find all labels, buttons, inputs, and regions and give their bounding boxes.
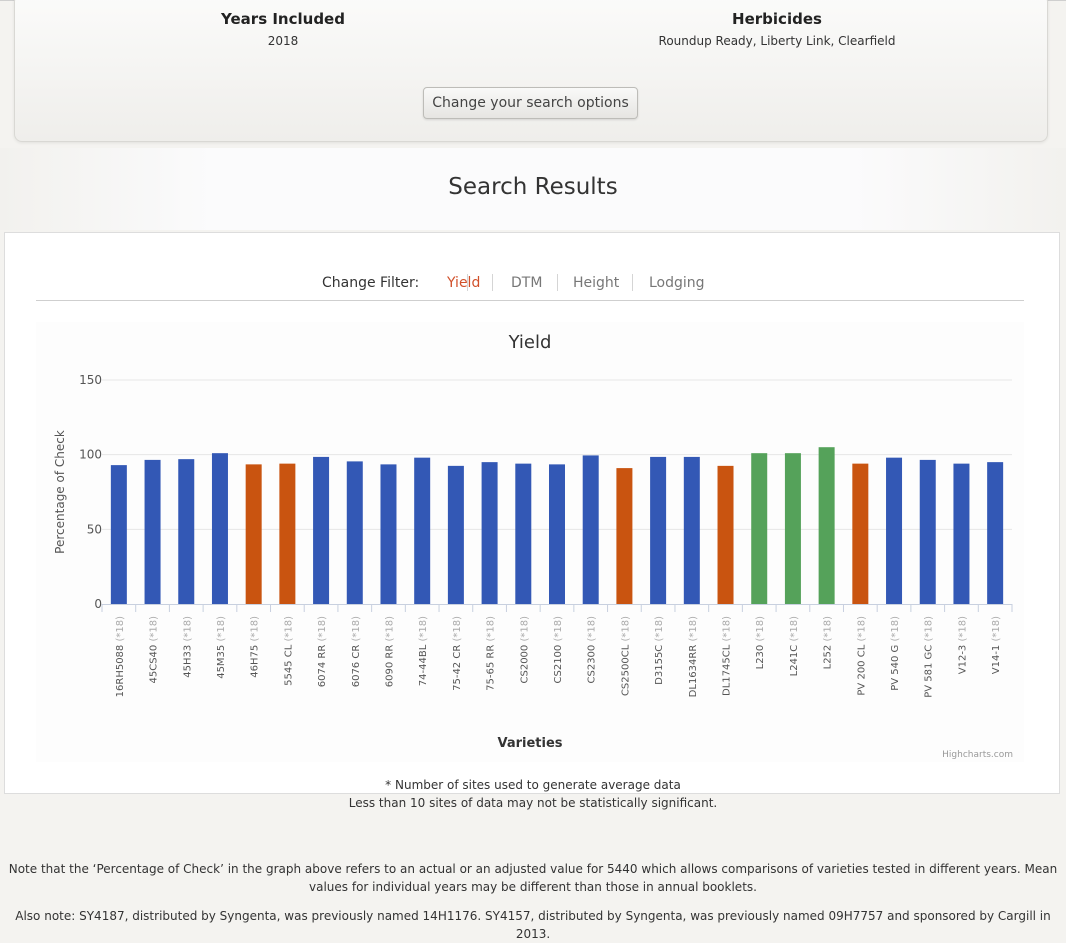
results-header-band xyxy=(0,148,1066,230)
bar xyxy=(515,463,532,604)
bar xyxy=(178,459,195,604)
search-results-title: Search Results xyxy=(448,174,618,200)
x-tick-label: PV 200 CL (*18) xyxy=(856,616,867,696)
bar xyxy=(414,457,431,604)
tab-lodging[interactable]: Lodging xyxy=(649,275,705,291)
bar xyxy=(852,463,869,604)
x-tick-label: 6074 RR (*18) xyxy=(317,616,328,687)
tab-dtm[interactable]: DTM xyxy=(511,275,543,291)
filter-bar: Change Filter: Yield DTM Height Lodging xyxy=(36,272,1024,301)
x-tick-label: V12-3 (*18) xyxy=(957,616,968,674)
filter-separator xyxy=(467,274,468,291)
filter-separator xyxy=(632,274,633,291)
x-axis-label: Varieties xyxy=(497,736,562,751)
bar xyxy=(683,456,700,604)
x-tick-label: 45M35 (*18) xyxy=(216,616,227,679)
bar xyxy=(549,464,565,604)
x-tick-label: DL1634RR (*18) xyxy=(688,616,699,697)
x-tick-label: 75-42 CR (*18) xyxy=(452,616,463,691)
x-tick-label: CS2300 (*18) xyxy=(587,616,598,684)
x-tick-label: D3155C (*18) xyxy=(654,616,665,685)
x-tick-label: 5545 CL (*18) xyxy=(283,616,294,686)
check-note-line2: values for individual years may be diffe… xyxy=(309,880,757,894)
bar xyxy=(279,463,296,604)
also-note: Also note: SY4187, distributed by Syngen… xyxy=(15,909,1051,941)
highcharts-credit: Highcharts.com xyxy=(942,750,1013,760)
x-tick-label: CS2000 (*18) xyxy=(519,616,530,684)
x-tick-label: 6076 CR (*18) xyxy=(351,616,362,687)
herbicides-value: Roundup Ready, Liberty Link, Clearfield xyxy=(658,34,896,48)
herbicides-title: Herbicides xyxy=(732,10,822,28)
y-tick-label: 50 xyxy=(87,522,102,536)
x-tick-label: CS2100 (*18) xyxy=(553,616,564,684)
years-included-block: Years Included 2018 xyxy=(83,10,483,48)
tab-height[interactable]: Height xyxy=(573,275,620,291)
sites-note-line1: * Number of sites used to generate avera… xyxy=(385,778,681,792)
x-tick-label: DL1745CL (*18) xyxy=(722,616,733,696)
bar xyxy=(447,465,464,604)
bar xyxy=(886,457,903,604)
x-tick-label: 45CS40 (*18) xyxy=(149,616,160,684)
yield-chart-container: Yield 0 50 100 150 Percentage of Check 16RH508… xyxy=(36,322,1024,762)
bar xyxy=(481,462,498,604)
years-included-value: 2018 xyxy=(267,34,299,48)
y-tick-label: 0 xyxy=(94,597,102,611)
bar xyxy=(245,464,262,604)
bar xyxy=(751,453,768,604)
filter-label: Change Filter: xyxy=(322,275,420,291)
x-tick-label: 16RH5088 (*18) xyxy=(115,616,126,697)
x-tick-label: PV 540 G (*18) xyxy=(890,616,901,691)
x-tick-label: L230 (*18) xyxy=(755,616,766,669)
sites-note-line2: Less than 10 sites of data may not be st… xyxy=(348,796,718,810)
y-axis-label: Percentage of Check xyxy=(53,430,67,554)
x-tick-label: V14-1 (*18) xyxy=(991,616,1002,674)
bar xyxy=(953,463,970,604)
bar xyxy=(346,461,363,604)
x-tick-label: CS2500CL (*18) xyxy=(620,616,631,696)
years-included-title: Years Included xyxy=(221,10,345,28)
x-tick-label: 45H33 (*18) xyxy=(182,616,193,678)
tab-yield[interactable]: Yield xyxy=(447,275,481,291)
sites-note: * Number of sites used to generate avera… xyxy=(0,776,1066,812)
filter-separator xyxy=(492,274,493,291)
bar xyxy=(919,459,936,604)
bar xyxy=(211,453,228,604)
x-tick-label: L252 (*18) xyxy=(823,616,834,669)
bar xyxy=(818,447,835,604)
x-tick-label: 75-65 RR (*18) xyxy=(486,616,497,691)
x-tick-label: L241C (*18) xyxy=(789,616,800,676)
bar xyxy=(582,455,599,604)
bar xyxy=(784,453,801,604)
x-tick-label: 6090 RR (*18) xyxy=(384,616,395,687)
y-tick-label: 150 xyxy=(79,373,102,387)
y-tick-label: 100 xyxy=(79,448,102,462)
bar xyxy=(144,459,161,604)
bar xyxy=(110,465,127,604)
filter-separator xyxy=(557,274,558,291)
chart-title: Yield xyxy=(508,332,552,353)
bar xyxy=(987,462,1004,604)
bar xyxy=(717,465,734,604)
bar xyxy=(616,468,633,604)
check-note-line1: Note that the ‘Percentage of Check’ in t… xyxy=(8,862,1058,876)
x-tick-label: 74-44BL (*18) xyxy=(418,616,429,686)
change-search-options-button[interactable]: Change your search options xyxy=(423,87,638,119)
x-tick-label: PV 581 GC (*18) xyxy=(924,616,935,698)
herbicides-block: Herbicides Roundup Ready, Liberty Link, … xyxy=(577,10,977,48)
bar xyxy=(650,456,667,604)
check-note: Note that the ‘Percentage of Check’ in t… xyxy=(0,860,1066,896)
bar xyxy=(313,456,330,604)
yield-chart: Yield 0 50 100 150 Percentage of Check 16RH508… xyxy=(53,332,1013,760)
x-tick-label: 46H75 (*18) xyxy=(250,616,261,678)
bar xyxy=(380,464,397,604)
